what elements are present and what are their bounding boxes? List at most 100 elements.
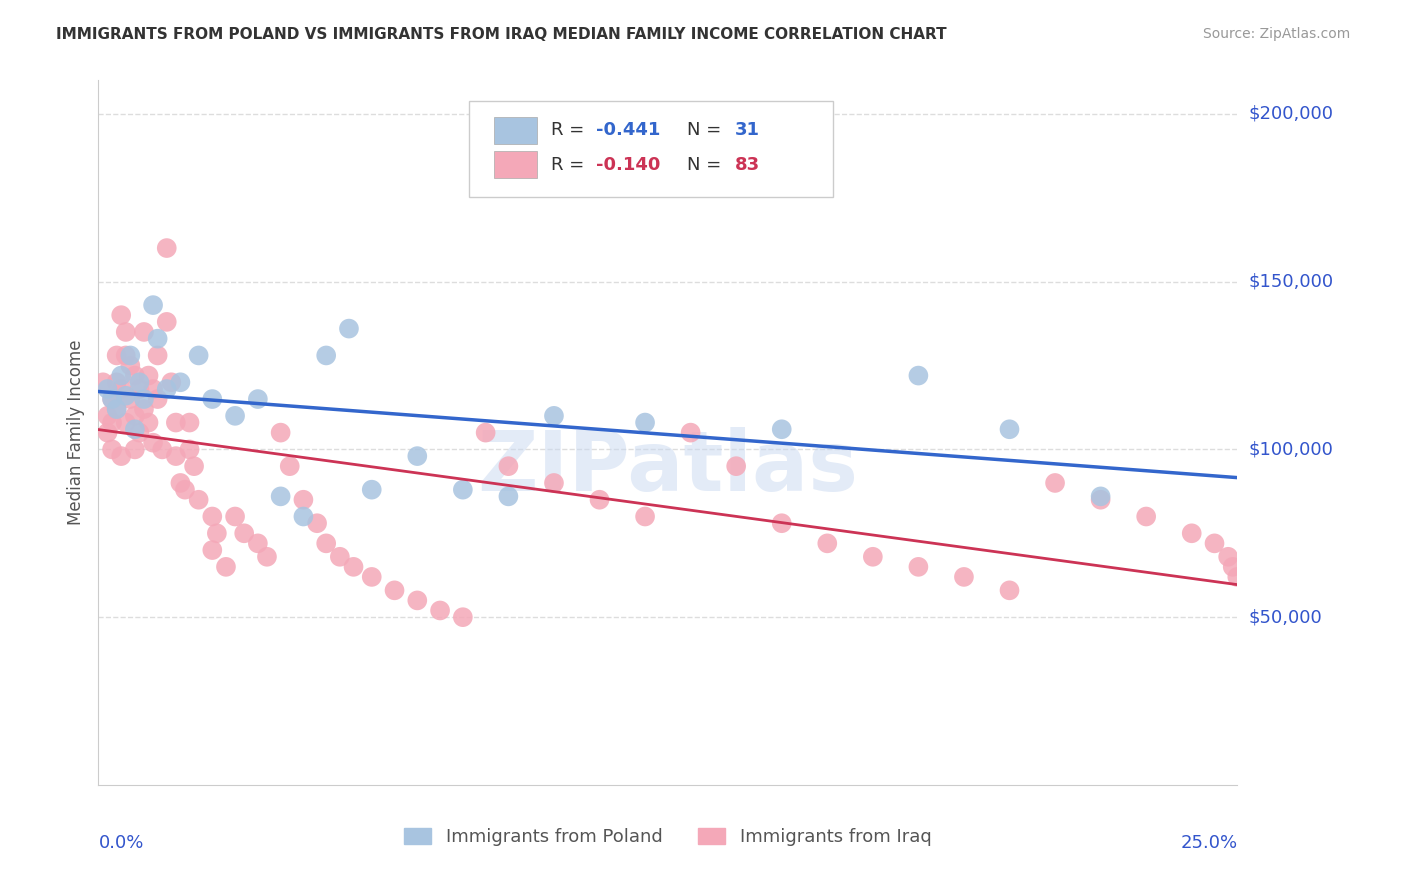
Point <box>725 459 748 474</box>
Point <box>543 475 565 490</box>
Point <box>360 483 382 497</box>
Point <box>588 492 610 507</box>
Point <box>132 325 155 339</box>
Point <box>101 416 124 430</box>
Text: N =: N = <box>688 156 727 174</box>
Text: 31: 31 <box>735 121 761 139</box>
Point <box>165 416 187 430</box>
Point <box>146 392 169 406</box>
Point <box>183 459 205 474</box>
Point <box>429 603 451 617</box>
Point <box>110 368 132 383</box>
Point <box>342 559 364 574</box>
Point <box>128 382 150 396</box>
Point <box>679 425 702 440</box>
Point <box>174 483 197 497</box>
Point <box>105 402 128 417</box>
Text: $200,000: $200,000 <box>1249 105 1334 123</box>
Point <box>256 549 278 564</box>
Point <box>451 483 474 497</box>
Point <box>634 509 657 524</box>
Point <box>169 475 191 490</box>
Text: 25.0%: 25.0% <box>1180 834 1237 852</box>
Legend: Immigrants from Poland, Immigrants from Iraq: Immigrants from Poland, Immigrants from … <box>396 821 939 854</box>
Point <box>114 348 136 362</box>
Point <box>146 348 169 362</box>
Point <box>498 459 520 474</box>
Point <box>110 382 132 396</box>
FancyBboxPatch shape <box>468 102 832 196</box>
Point <box>224 409 246 423</box>
Point <box>101 442 124 457</box>
Point <box>384 583 406 598</box>
Point <box>270 489 292 503</box>
Point <box>156 315 179 329</box>
Point <box>360 570 382 584</box>
Text: ZIPatlas: ZIPatlas <box>478 427 858 508</box>
Point <box>146 332 169 346</box>
Point <box>120 392 142 406</box>
Point <box>998 583 1021 598</box>
Point <box>474 425 496 440</box>
Point <box>150 442 173 457</box>
Point <box>114 325 136 339</box>
Point <box>101 392 124 406</box>
Point <box>91 376 114 390</box>
Point <box>156 382 179 396</box>
Point <box>105 348 128 362</box>
Text: -0.441: -0.441 <box>596 121 661 139</box>
Point <box>105 376 128 390</box>
Point <box>201 509 224 524</box>
Text: $50,000: $50,000 <box>1249 608 1323 626</box>
Point <box>201 392 224 406</box>
Text: $100,000: $100,000 <box>1249 441 1333 458</box>
Point <box>132 392 155 406</box>
Point <box>270 425 292 440</box>
Point <box>451 610 474 624</box>
Point <box>406 593 429 607</box>
Point <box>142 382 165 396</box>
Point <box>862 549 884 564</box>
Point <box>315 536 337 550</box>
Point <box>110 449 132 463</box>
Point <box>815 536 838 550</box>
Point <box>142 435 165 450</box>
Point <box>132 402 155 417</box>
Point <box>96 382 118 396</box>
Point <box>96 409 118 423</box>
Bar <box>494 117 537 144</box>
Point <box>142 298 165 312</box>
Point <box>953 570 976 584</box>
Point <box>1222 559 1244 574</box>
Text: N =: N = <box>688 121 727 139</box>
Point <box>124 409 146 423</box>
Point <box>124 442 146 457</box>
Point <box>1090 489 1112 503</box>
Text: IMMIGRANTS FROM POLAND VS IMMIGRANTS FROM IRAQ MEDIAN FAMILY INCOME CORRELATION : IMMIGRANTS FROM POLAND VS IMMIGRANTS FRO… <box>56 27 946 42</box>
Text: 83: 83 <box>735 156 761 174</box>
Point <box>337 321 360 335</box>
Point <box>907 368 929 383</box>
Point <box>124 368 146 383</box>
Point <box>114 389 136 403</box>
Point <box>329 549 352 564</box>
Text: R =: R = <box>551 121 589 139</box>
Point <box>128 425 150 440</box>
Point <box>292 492 315 507</box>
Point <box>110 308 132 322</box>
Point <box>278 459 301 474</box>
Point <box>907 559 929 574</box>
Point <box>292 509 315 524</box>
Point <box>406 449 429 463</box>
Point <box>1135 509 1157 524</box>
Point <box>215 559 238 574</box>
Point <box>165 449 187 463</box>
Point <box>138 416 160 430</box>
Point <box>634 416 657 430</box>
Point <box>224 509 246 524</box>
Point <box>96 425 118 440</box>
Point <box>315 348 337 362</box>
Text: Source: ZipAtlas.com: Source: ZipAtlas.com <box>1202 27 1350 41</box>
Y-axis label: Median Family Income: Median Family Income <box>66 340 84 525</box>
Bar <box>494 152 537 178</box>
